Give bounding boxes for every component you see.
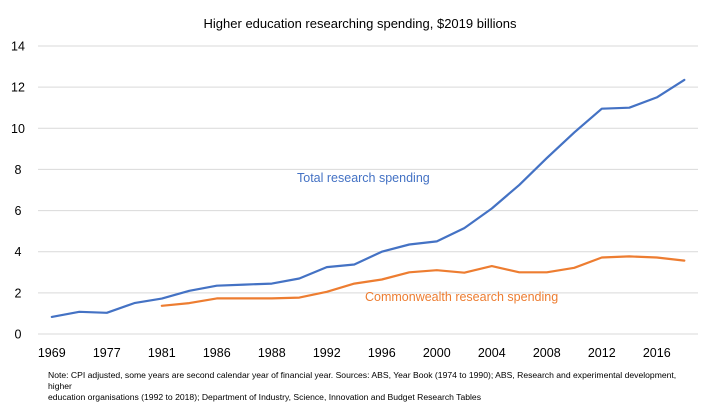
y-axis-ticks: 0 2 4 6 8 10 12 14: [11, 40, 25, 342]
x-tick-label: 1981: [148, 346, 176, 360]
y-tick-label: 2: [15, 286, 22, 300]
y-tick-label: 0: [15, 328, 22, 342]
footnote-line-2: education organisations (1992 to 2018); …: [48, 392, 481, 402]
line-chart: Higher education researching spending, $…: [11, 16, 698, 360]
x-tick-label: 1996: [368, 346, 396, 360]
y-tick-label: 14: [11, 40, 25, 54]
series-lines: [50, 78, 686, 318]
chart-title: Higher education researching spending, $…: [204, 16, 517, 31]
x-tick-label: 1969: [38, 346, 66, 360]
x-tick-label: 1977: [93, 346, 121, 360]
x-tick-label: 2008: [533, 346, 561, 360]
x-tick-label: 1992: [313, 346, 341, 360]
commonwealth-series-label: Commonwealth research spending: [365, 290, 558, 304]
x-tick-label: 2004: [478, 346, 506, 360]
y-tick-label: 6: [15, 204, 22, 218]
footnote-line-1: Note: CPI adjusted, some years are secon…: [48, 370, 677, 391]
x-tick-label: 2000: [423, 346, 451, 360]
gridlines: [38, 45, 698, 335]
x-tick-label: 2016: [643, 346, 671, 360]
x-tick-label: 1988: [258, 346, 286, 360]
commonwealth-research-spending-line: [160, 255, 686, 307]
total-series-label: Total research spending: [297, 171, 430, 185]
y-tick-label: 12: [11, 81, 25, 95]
total-research-spending-line: [50, 78, 686, 318]
x-axis-ticks: 1969 1977 1981 1986 1988 1992 1996 2000 2004 2008…: [38, 346, 671, 360]
y-tick-label: 10: [11, 122, 25, 136]
y-tick-label: 8: [15, 163, 22, 177]
y-tick-label: 4: [15, 245, 22, 259]
x-tick-label: 2012: [588, 346, 616, 360]
footnote: Note: CPI adjusted, some years are secon…: [48, 370, 688, 403]
x-tick-label: 1986: [203, 346, 231, 360]
